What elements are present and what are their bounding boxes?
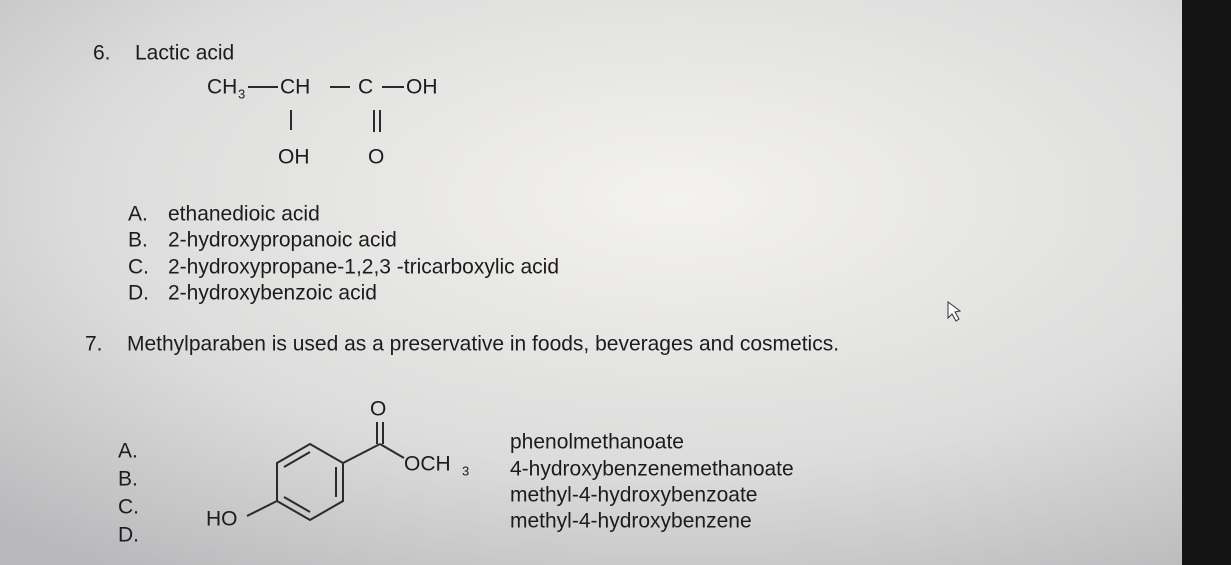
options: A. phenolmethanoate B. 4-hydroxybenzenem… xyxy=(118,431,794,547)
atom-subscript: 3 xyxy=(462,463,469,478)
atom: O xyxy=(368,146,384,169)
option-text: ethanedioic acid xyxy=(168,203,320,226)
option-letter: C. xyxy=(118,496,139,519)
methylparaben-structure: O OCH 3 HO xyxy=(206,398,469,531)
atom: CH xyxy=(207,76,237,99)
bond xyxy=(283,451,311,468)
option-letter: B. xyxy=(128,229,148,252)
option-letter: B. xyxy=(118,468,138,491)
lactic-acid-structure: CH 3 CH C OH OH O xyxy=(207,76,438,169)
atom: C xyxy=(358,76,373,99)
atom-subscript: 3 xyxy=(238,86,245,101)
option-text: phenolmethanoate xyxy=(510,431,684,454)
bond xyxy=(283,496,311,513)
atom: HO xyxy=(206,508,238,531)
option-letter: A. xyxy=(118,440,138,463)
option-letter: C. xyxy=(128,256,149,279)
question-text: Methylparaben is used as a preservative … xyxy=(127,333,839,356)
option-text: 2-hydroxybenzoic acid xyxy=(168,282,377,305)
question-text: Lactic acid xyxy=(135,42,234,65)
option-text: 2-hydroxypropane-1,2,3 -tricarboxylic ac… xyxy=(168,256,559,279)
bond xyxy=(379,443,405,459)
option-text: 4-hydroxybenzenemethanoate xyxy=(510,458,794,481)
atom: OH xyxy=(278,146,310,169)
bond xyxy=(342,443,381,464)
atom: O xyxy=(370,398,386,421)
options: A. ethanedioic acid B. 2-hydroxypropanoi… xyxy=(128,203,559,305)
question-number: 6. xyxy=(93,42,111,65)
question-number: 7. xyxy=(85,333,103,356)
bond xyxy=(246,500,278,517)
option-letter: A. xyxy=(128,203,148,226)
mouse-cursor xyxy=(947,301,962,322)
option-letter: D. xyxy=(128,282,149,305)
option-text: 2-hydroxypropanoic acid xyxy=(168,229,397,252)
option-letter: D. xyxy=(118,524,139,547)
option-text: methyl-4-hydroxybenzene xyxy=(510,510,752,533)
atom: CH xyxy=(280,76,310,99)
option-text: methyl-4-hydroxybenzoate xyxy=(510,484,757,507)
atom: OH xyxy=(406,76,438,99)
screen-bezel xyxy=(1182,0,1231,565)
atom: OCH xyxy=(404,453,451,476)
